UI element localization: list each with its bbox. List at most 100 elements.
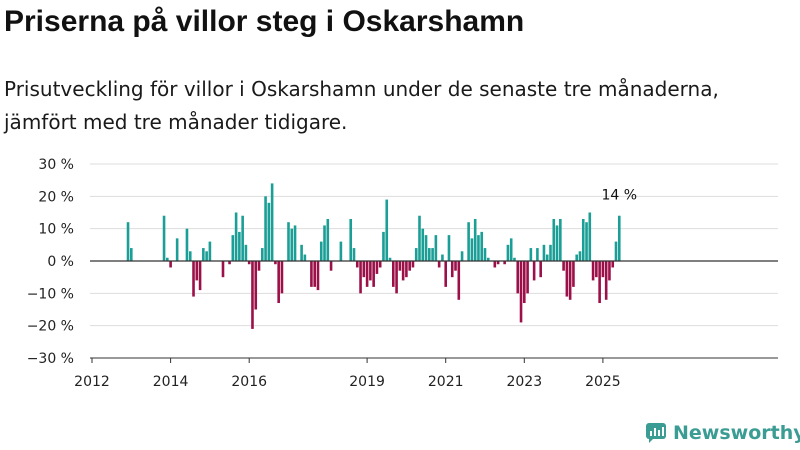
x-tick-label: 2012 (74, 374, 110, 390)
bar (352, 248, 356, 261)
x-tick-label: 2021 (428, 374, 464, 390)
y-tick-label: 20 % (38, 189, 74, 205)
bar (562, 261, 565, 271)
x-tick-label: 2016 (231, 374, 267, 390)
bar (231, 235, 235, 261)
bar (572, 261, 575, 287)
bar (519, 261, 523, 323)
bar (555, 225, 559, 261)
bar (523, 261, 526, 304)
bar (595, 261, 598, 278)
bar (369, 261, 372, 281)
x-tick-label: 2019 (349, 374, 385, 390)
bar (221, 261, 225, 278)
grid-lines (90, 163, 778, 327)
bar (162, 215, 166, 261)
bar (359, 261, 362, 294)
bar (480, 231, 484, 261)
bar (578, 251, 582, 261)
bar (264, 196, 267, 261)
bar (375, 261, 379, 274)
bar (575, 254, 578, 261)
bar (208, 241, 212, 261)
bar (477, 235, 480, 261)
y-tick-label: 0 % (47, 254, 74, 270)
bar (559, 218, 562, 261)
y-tick-label: −30 % (27, 351, 74, 367)
bar (598, 261, 601, 304)
bar (355, 261, 359, 268)
bar (408, 261, 411, 271)
bar (516, 261, 520, 294)
bar (388, 257, 392, 261)
bar (532, 261, 536, 281)
bar (585, 222, 588, 261)
bar (401, 261, 405, 281)
bar (513, 257, 516, 261)
bar (434, 235, 438, 261)
bar (290, 228, 294, 261)
bar (611, 261, 615, 268)
bar (493, 261, 497, 268)
bar (444, 261, 447, 287)
bar (617, 215, 621, 261)
bar (329, 261, 333, 271)
bar (247, 261, 251, 265)
bar (568, 261, 572, 300)
bar (267, 202, 271, 261)
bar (591, 261, 595, 281)
bar (274, 261, 277, 265)
bar (293, 225, 297, 261)
x-tick-label: 2023 (506, 374, 542, 390)
bar (539, 261, 542, 278)
bar (526, 261, 529, 294)
bar (604, 261, 608, 300)
bar (392, 261, 395, 287)
bar (234, 212, 238, 261)
chart-subtitle: Prisutveckling för villor i Oskarshamn u… (4, 77, 719, 134)
bar (126, 222, 130, 261)
bars (126, 183, 621, 329)
bar (244, 244, 248, 261)
bar (202, 248, 205, 261)
bar (251, 261, 254, 329)
bar (588, 212, 592, 261)
bar (424, 235, 428, 261)
bar (280, 261, 284, 294)
bar (130, 248, 133, 261)
bar (441, 254, 444, 261)
bar (254, 261, 258, 310)
bar (175, 238, 179, 261)
bar (601, 261, 605, 278)
bar (457, 261, 461, 300)
bar (349, 218, 353, 261)
bar (454, 261, 457, 271)
bar (483, 248, 487, 261)
x-tick-label: 2025 (585, 374, 621, 390)
bar (421, 228, 425, 261)
last-value-annotation: 14 % (601, 188, 637, 204)
tick-labels: −30 % −20 % −10 % 0 % 10 % 20 % 30 % 2012 2014 20… (27, 157, 637, 390)
bar (581, 218, 585, 261)
bar (241, 215, 244, 261)
bar (385, 199, 389, 261)
bar (192, 261, 195, 297)
bar (405, 261, 408, 278)
bar (326, 218, 330, 261)
bar (542, 244, 546, 261)
bar (362, 261, 366, 278)
y-tick-label: −10 % (27, 286, 74, 302)
bar (287, 222, 290, 261)
bar (460, 251, 464, 261)
bar (303, 254, 307, 261)
bar (339, 241, 343, 261)
bar (565, 261, 569, 297)
bar (372, 261, 375, 287)
bar (418, 215, 421, 261)
bar (323, 225, 326, 261)
bar (450, 261, 454, 278)
bar (552, 218, 556, 261)
bar (300, 244, 303, 261)
bar (365, 261, 369, 287)
bar (549, 244, 552, 261)
